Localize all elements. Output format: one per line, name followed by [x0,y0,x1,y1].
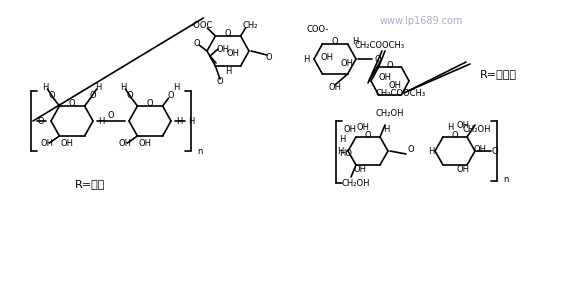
Text: O: O [266,53,272,62]
Text: COO-: COO- [306,25,329,34]
Text: www.ip1689.com: www.ip1689.com [380,16,463,26]
Text: n: n [503,175,508,184]
Text: OH: OH [139,138,152,147]
Text: H: H [383,124,389,133]
Text: OH: OH [321,53,333,62]
Text: OH: OH [343,124,356,133]
Text: R=黃原膠: R=黃原膠 [480,69,517,79]
Text: O: O [167,91,174,100]
Text: O: O [364,130,371,140]
Text: CH₂OH: CH₂OH [342,179,370,187]
Text: OH: OH [388,80,401,89]
Text: OH: OH [340,60,353,68]
Text: H: H [120,83,126,92]
Text: OH: OH [456,164,470,173]
Text: OH: OH [378,74,391,83]
Text: CH₂: CH₂ [243,22,259,30]
Text: O: O [225,30,231,39]
Text: OH: OH [226,48,239,57]
Text: CH₂OH: CH₂OH [376,109,404,118]
Text: O: O [126,91,133,100]
Text: OH: OH [473,144,487,153]
Text: -OOC: -OOC [190,22,212,30]
Text: OH: OH [41,140,54,149]
Text: O: O [37,117,44,126]
Text: H: H [42,83,49,92]
Text: H: H [352,37,359,47]
Text: H: H [95,83,102,92]
Text: H: H [339,135,345,144]
Text: O: O [216,77,223,86]
Text: H: H [303,54,309,63]
Text: O: O [374,54,381,63]
Text: H: H [98,117,104,126]
Text: n: n [197,147,202,155]
Text: H: H [176,117,182,126]
Text: O: O [194,39,200,48]
Text: H: H [188,117,194,126]
Text: OH: OH [356,123,370,132]
Text: OH: OH [119,140,132,149]
Text: OH: OH [456,120,470,129]
Text: O: O [68,100,75,109]
Text: OH: OH [353,164,366,173]
Text: H: H [225,66,231,76]
Text: HO: HO [339,149,353,158]
Text: O: O [407,144,414,153]
Text: H: H [428,147,434,155]
Text: CH₂OH: CH₂OH [463,124,491,133]
Text: OH: OH [216,45,229,54]
Text: O: O [147,100,153,109]
Text: O: O [452,130,458,140]
Text: OH: OH [60,138,74,147]
Text: H: H [173,83,180,92]
Text: CH₂COOCH₃: CH₂COOCH₃ [355,40,405,50]
Text: O: O [332,37,338,47]
Text: H: H [337,147,343,155]
Text: O: O [491,147,498,155]
Text: R=淠粉: R=淠粉 [75,179,105,189]
Text: O: O [108,111,114,120]
Text: OH: OH [329,83,342,91]
Text: H: H [447,123,453,132]
Text: O: O [48,91,55,100]
Text: CH₂COOCH₃: CH₂COOCH₃ [375,89,425,98]
Text: O: O [90,91,96,100]
Text: O: O [387,60,393,69]
